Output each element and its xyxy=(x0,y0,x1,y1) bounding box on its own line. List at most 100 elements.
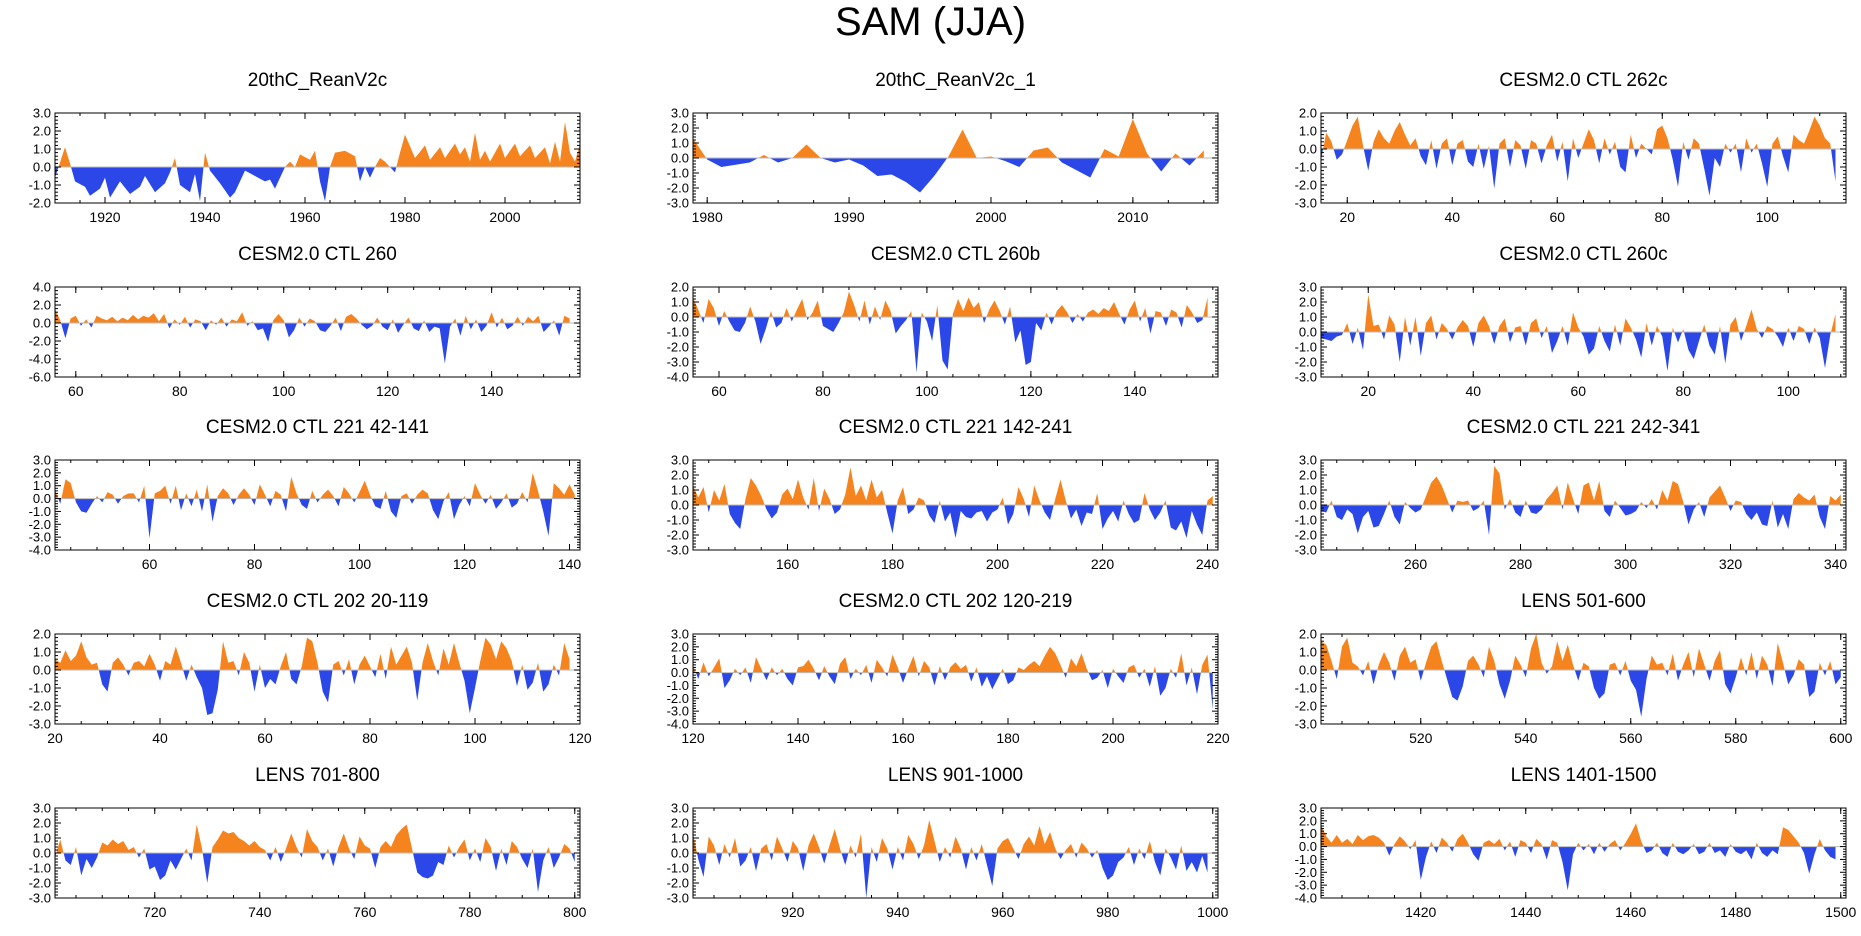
x-tick-label: 340 xyxy=(1824,556,1848,572)
chart-svg: 3.02.01.00.0-1.0-2.0-3.0 720 740 760 780 800 xyxy=(29,801,587,921)
y-tick-label: 3.0 xyxy=(1299,801,1317,816)
y-tick-label: 1.0 xyxy=(1299,826,1317,841)
y-tick-label: 1.0 xyxy=(671,652,689,667)
y-tick-label: 2.0 xyxy=(1299,627,1317,642)
negative-anomaly-area xyxy=(1321,505,1841,535)
figure-title: SAM (JJA) xyxy=(834,0,1027,44)
plot-frame xyxy=(692,286,1219,378)
x-tick-label: 1000 xyxy=(1197,904,1228,920)
y-tick-label: 1.0 xyxy=(671,483,689,498)
y-tick-label: 2.0 xyxy=(671,280,689,295)
x-tick-label: 120 xyxy=(568,730,592,746)
y-tick-label: 3.0 xyxy=(1299,453,1317,468)
y-tick-label: -2.0 xyxy=(667,876,689,891)
x-tick-label: 100 xyxy=(348,556,372,572)
chart-svg: 2.0 1.0 0.0 -1.0 -2.0 -3.0 520 540 560 580 600 xyxy=(1295,627,1853,747)
y-tick-label: -3.0 xyxy=(1295,370,1317,385)
y-tick-label: 2.0 xyxy=(1299,468,1317,483)
x-tick-label: 760 xyxy=(353,904,377,920)
y-tick-label: 1.0 xyxy=(671,136,689,151)
y-tick-label: -3.0 xyxy=(29,717,51,732)
positive-anomaly-area xyxy=(1321,294,1836,332)
x-tick-label: 60 xyxy=(68,383,84,399)
y-tick-label: 4.0 xyxy=(33,280,51,295)
chart-panel: CESM2.0 CTL 202 20-119 2.0 1.0 0.0 -1.0 -2.0 -… xyxy=(0,591,592,747)
positive-anomaly-area xyxy=(693,291,1208,317)
negative-anomaly-area xyxy=(693,672,1213,710)
y-tick-label: 0.0 xyxy=(33,663,51,678)
y-tick-label: -1.0 xyxy=(29,861,51,876)
x-tick-label: 960 xyxy=(991,904,1015,920)
y-tick-label: -3.0 xyxy=(29,891,51,906)
negative-anomaly-area xyxy=(55,853,575,892)
x-tick-label: 100 xyxy=(1756,209,1780,225)
x-tick-label: 80 xyxy=(362,730,378,746)
y-tick-label: 2.0 xyxy=(1299,813,1317,828)
y-tick-label: -1.0 xyxy=(1295,681,1317,696)
y-tick-label: 3.0 xyxy=(33,106,51,121)
x-tick-label: 940 xyxy=(886,904,910,920)
y-tick-label: 0.0 xyxy=(33,316,51,331)
y-tick-label: -2.0 xyxy=(667,528,689,543)
positive-anomaly-area xyxy=(55,472,575,499)
y-tick-label: -1.0 xyxy=(667,325,689,340)
positive-anomaly-area xyxy=(1321,823,1836,847)
chart-svg: 3.02.01.00.0-1.0-2.0-3.0 20 40 60 80 100 xyxy=(1295,280,1847,399)
positive-anomaly-area xyxy=(693,467,1213,505)
panel-title: LENS 1401-1500 xyxy=(1510,765,1657,786)
x-tick-label: 140 xyxy=(1123,383,1147,399)
negative-anomaly-area xyxy=(693,853,1208,898)
x-tick-label: 120 xyxy=(453,556,477,572)
x-tick-label: 520 xyxy=(1409,730,1433,746)
positive-anomaly-area xyxy=(55,637,570,670)
y-tick-label: 3.0 xyxy=(33,453,51,468)
positive-anomaly-area xyxy=(55,824,575,853)
chart-panel: CESM2.0 CTL 260b 2.0 1.0 0.0 -1.0 -2.0 -3.0 -4.… xyxy=(638,244,1219,399)
y-tick-label: 0.0 xyxy=(671,665,689,680)
panel-title: CESM2.0 CTL 221 242-341 xyxy=(1466,417,1701,438)
y-tick-label: 0.0 xyxy=(1299,839,1317,854)
y-tick-label: 3.0 xyxy=(33,801,51,816)
chart-svg: 2.01.00.0-1.0-2.0-3.0-4.0 60 80 100 120 140 xyxy=(667,280,1219,399)
y-tick-label: -2.0 xyxy=(1295,528,1317,543)
positive-anomaly-area xyxy=(693,820,1208,853)
y-tick-label: -3.0 xyxy=(667,891,689,906)
y-tick-label: -1.0 xyxy=(667,678,689,693)
chart-panel: CESM2.0 CTL 202 120-219 3.0 2.0 1.0 0.0 -1.0-… xyxy=(638,591,1230,747)
y-tick-label: -3.0 xyxy=(1295,717,1317,732)
x-tick-label: 720 xyxy=(143,904,167,920)
negative-anomaly-area xyxy=(693,505,1213,538)
x-tick-label: 580 xyxy=(1724,730,1748,746)
y-tick-label: 2.0 xyxy=(1299,295,1317,310)
y-tick-label: -1.0 xyxy=(29,504,51,519)
panel-title: 20thC_ReanV2c xyxy=(247,70,388,91)
panel-title: CESM2.0 CTL 202 120-219 xyxy=(838,591,1073,612)
y-tick-label: -4.0 xyxy=(29,352,51,367)
x-tick-label: 100 xyxy=(463,730,487,746)
y-tick-label: 0.0 xyxy=(1299,663,1317,678)
x-tick-label: 280 xyxy=(1509,556,1533,572)
y-tick-label: -2.0 xyxy=(667,340,689,355)
y-tick-label: -4.0 xyxy=(1295,891,1317,906)
x-tick-label: 2000 xyxy=(489,209,520,225)
x-tick-label: 60 xyxy=(257,730,273,746)
x-tick-label: 140 xyxy=(558,556,582,572)
panel-title: LENS 901-1000 xyxy=(887,765,1024,786)
chart-svg: 2.0 1.0 0.0 -1.0 -2.0 -3.0 20 40 60 80 100 xyxy=(1295,106,1847,225)
panel-title: CESM2.0 CTL 260c xyxy=(1499,244,1668,265)
chart-panel: CESM2.0 CTL 221 142-241 3.0 2.0 1.0 0.0 -1.0-… xyxy=(638,417,1220,572)
y-tick-label: 0.0 xyxy=(1299,498,1317,513)
chart-svg: 2.0 1.0 0.0 -1.0 -2.0 -3.020 40 60 80 100 120 xyxy=(29,627,592,747)
y-tick-label: 2.0 xyxy=(671,468,689,483)
y-tick-label: -3.0 xyxy=(667,704,689,719)
y-tick-label: 1.0 xyxy=(1299,645,1317,660)
x-tick-label: 40 xyxy=(1444,209,1460,225)
chart-panel: 20thC_ReanV2c 3.0 2.0 1.0 0.0 -1.0 -2.0 1920 194… xyxy=(0,70,581,225)
panel-title: LENS 501-600 xyxy=(1521,591,1646,612)
panel-title: CESM2.0 CTL 260 xyxy=(238,244,397,265)
y-tick-label: 3.0 xyxy=(671,627,689,642)
y-tick-label: 0.0 xyxy=(671,310,689,325)
y-tick-label: 0.0 xyxy=(33,160,51,175)
plot-frame xyxy=(1320,633,1847,725)
